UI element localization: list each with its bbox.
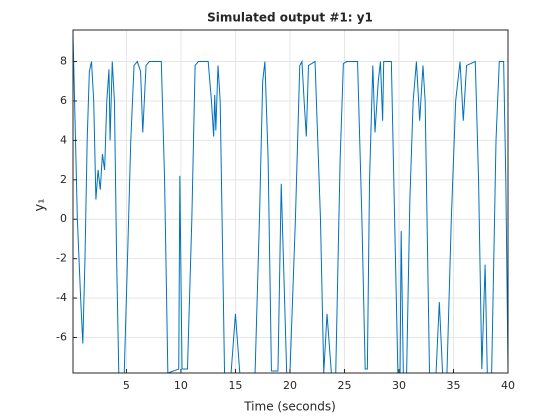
data-line <box>73 33 508 373</box>
x-tick-label: 10 <box>174 379 188 392</box>
grid <box>73 30 509 373</box>
x-tick-label: 30 <box>392 379 406 392</box>
x-tick-label: 40 <box>501 379 515 392</box>
y-tick-label: -4 <box>56 291 67 304</box>
x-tick-label: 35 <box>446 379 460 392</box>
axes-box <box>72 29 509 374</box>
x-tick-label: 5 <box>123 379 130 392</box>
y-tick-label: 6 <box>60 94 67 107</box>
y-tick-label: 8 <box>60 55 67 68</box>
y-tick-label: -2 <box>56 252 67 265</box>
x-tick-label: 15 <box>228 379 242 392</box>
plot-area <box>73 30 508 373</box>
x-tick-label: 25 <box>337 379 351 392</box>
y-tick-label: -6 <box>56 331 67 344</box>
y-tick-label: 4 <box>60 133 67 146</box>
chart-title: Simulated output #1: y1 <box>207 11 373 25</box>
plot <box>73 33 508 373</box>
y-tick-label: 0 <box>60 212 67 225</box>
x-axis-label: Time (seconds) <box>243 400 336 414</box>
x-tick-label: 20 <box>283 379 297 392</box>
y-axis-label: y₁ <box>33 199 48 212</box>
y-tick-label: 2 <box>60 173 67 186</box>
